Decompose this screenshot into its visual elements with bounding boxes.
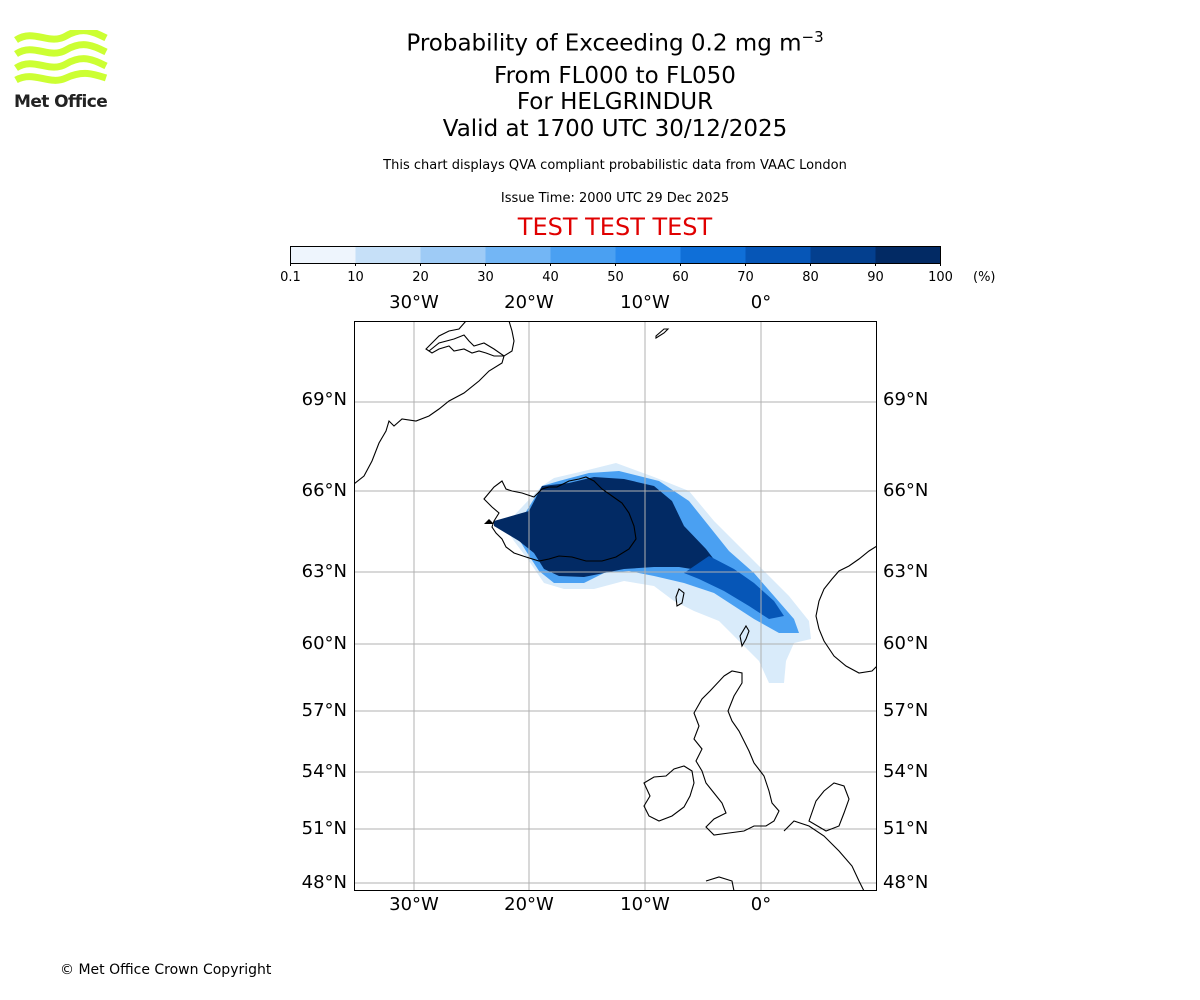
lat-label-right-51n: 51°N xyxy=(883,818,929,839)
lat-label-left-51n: 51°N xyxy=(301,818,347,839)
coast-france xyxy=(783,820,865,891)
met-office-logo: Met Office xyxy=(14,27,108,112)
colorbar-cell xyxy=(355,246,421,264)
coastlines xyxy=(354,321,877,891)
colorbar-ticks xyxy=(290,263,941,266)
coast-norway xyxy=(815,545,877,674)
lat-label-right-57n: 57°N xyxy=(883,700,929,721)
coast-netherlands xyxy=(808,782,850,832)
colorbar-cell xyxy=(420,246,486,264)
coast-jan-mayen xyxy=(655,328,670,339)
lon-label-top-20w: 20°W xyxy=(504,292,554,313)
coast-greenland xyxy=(354,321,505,485)
colorbar-cell xyxy=(810,246,876,264)
colorbar-tick-label: 40 xyxy=(542,270,559,285)
lon-label-bottom-20w: 20°W xyxy=(504,894,554,915)
lat-label-left-60n: 60°N xyxy=(301,633,347,654)
volcano-name: For HELGRINDUR xyxy=(516,89,714,115)
lon-label-top-0: 0° xyxy=(750,292,772,313)
colorbar-tick-label: 60 xyxy=(672,270,689,285)
lon-label-bottom-30w: 30°W xyxy=(389,894,439,915)
lat-label-left-66n: 66°N xyxy=(301,480,347,501)
colorbar-cell xyxy=(550,246,616,264)
colorbar xyxy=(290,246,941,266)
colorbar-cell xyxy=(875,246,941,264)
colorbar-tick-label: 20 xyxy=(412,270,429,285)
lon-label-top-10w: 10°W xyxy=(620,292,670,313)
map-frame xyxy=(354,321,877,891)
lat-label-right-60n: 60°N xyxy=(883,633,929,654)
colorbar-tick-label: 80 xyxy=(802,270,819,285)
coast-faroe xyxy=(675,588,685,607)
colorbar-unit: (%) xyxy=(973,270,996,285)
flight-level-range: From FL000 to FL050 xyxy=(494,63,736,89)
lat-label-left-63n: 63°N xyxy=(301,561,347,582)
map-panel xyxy=(354,321,877,891)
lon-label-top-30w: 30°W xyxy=(389,292,439,313)
colorbar-cell xyxy=(745,246,811,264)
lat-label-left-48n: 48°N xyxy=(301,872,347,893)
lon-label-bottom-0: 0° xyxy=(750,894,772,915)
lat-label-left-57n: 57°N xyxy=(301,700,347,721)
chart-description: This chart displays QVA compliant probab… xyxy=(383,158,847,173)
plume-layers xyxy=(494,463,811,683)
colorbar-tick-label: 30 xyxy=(477,270,494,285)
lat-label-right-69n: 69°N xyxy=(883,389,929,410)
volcano-marker-icon xyxy=(484,519,494,524)
copyright: © Met Office Crown Copyright xyxy=(60,962,272,978)
colorbar-cell xyxy=(615,246,681,264)
colorbar-cells xyxy=(290,246,941,264)
lat-label-right-54n: 54°N xyxy=(883,761,929,782)
colorbar-tick-label: 0.1 xyxy=(280,270,301,285)
coast-brittany xyxy=(705,876,735,891)
colorbar-tick-label: 50 xyxy=(607,270,624,285)
colorbar-tick-label: 90 xyxy=(867,270,884,285)
colorbar-tick-label: 70 xyxy=(737,270,754,285)
lat-label-right-63n: 63°N xyxy=(883,561,929,582)
coast-greenland-north xyxy=(428,321,515,357)
validity-time: Valid at 1700 UTC 30/12/2025 xyxy=(442,116,788,142)
gridlines xyxy=(354,321,877,891)
chart-title: Probability of Exceeding 0.2 mg m−3 xyxy=(406,28,824,57)
colorbar-cell xyxy=(290,246,356,264)
lat-label-right-48n: 48°N xyxy=(883,872,929,893)
colorbar-cell xyxy=(680,246,746,264)
colorbar-tick-label: 10 xyxy=(347,270,364,285)
coast-shetland xyxy=(739,624,750,648)
issue-time: Issue Time: 2000 UTC 29 Dec 2025 xyxy=(500,191,730,206)
coast-scotland xyxy=(693,670,780,836)
lon-label-bottom-10w: 10°W xyxy=(620,894,670,915)
met-office-wave-icon xyxy=(14,27,108,84)
colorbar-cell xyxy=(485,246,551,264)
coast-iceland xyxy=(483,476,637,562)
logo-waves xyxy=(14,27,108,84)
plume-high-probability xyxy=(494,477,719,577)
lat-label-right-66n: 66°N xyxy=(883,480,929,501)
logo-text: Met Office xyxy=(14,92,108,112)
lat-label-left-54n: 54°N xyxy=(301,761,347,782)
colorbar-tick-label: 100 xyxy=(928,270,953,285)
test-banner: TEST TEST TEST xyxy=(517,213,713,241)
lat-label-left-69n: 69°N xyxy=(301,389,347,410)
coast-ireland xyxy=(643,765,695,822)
